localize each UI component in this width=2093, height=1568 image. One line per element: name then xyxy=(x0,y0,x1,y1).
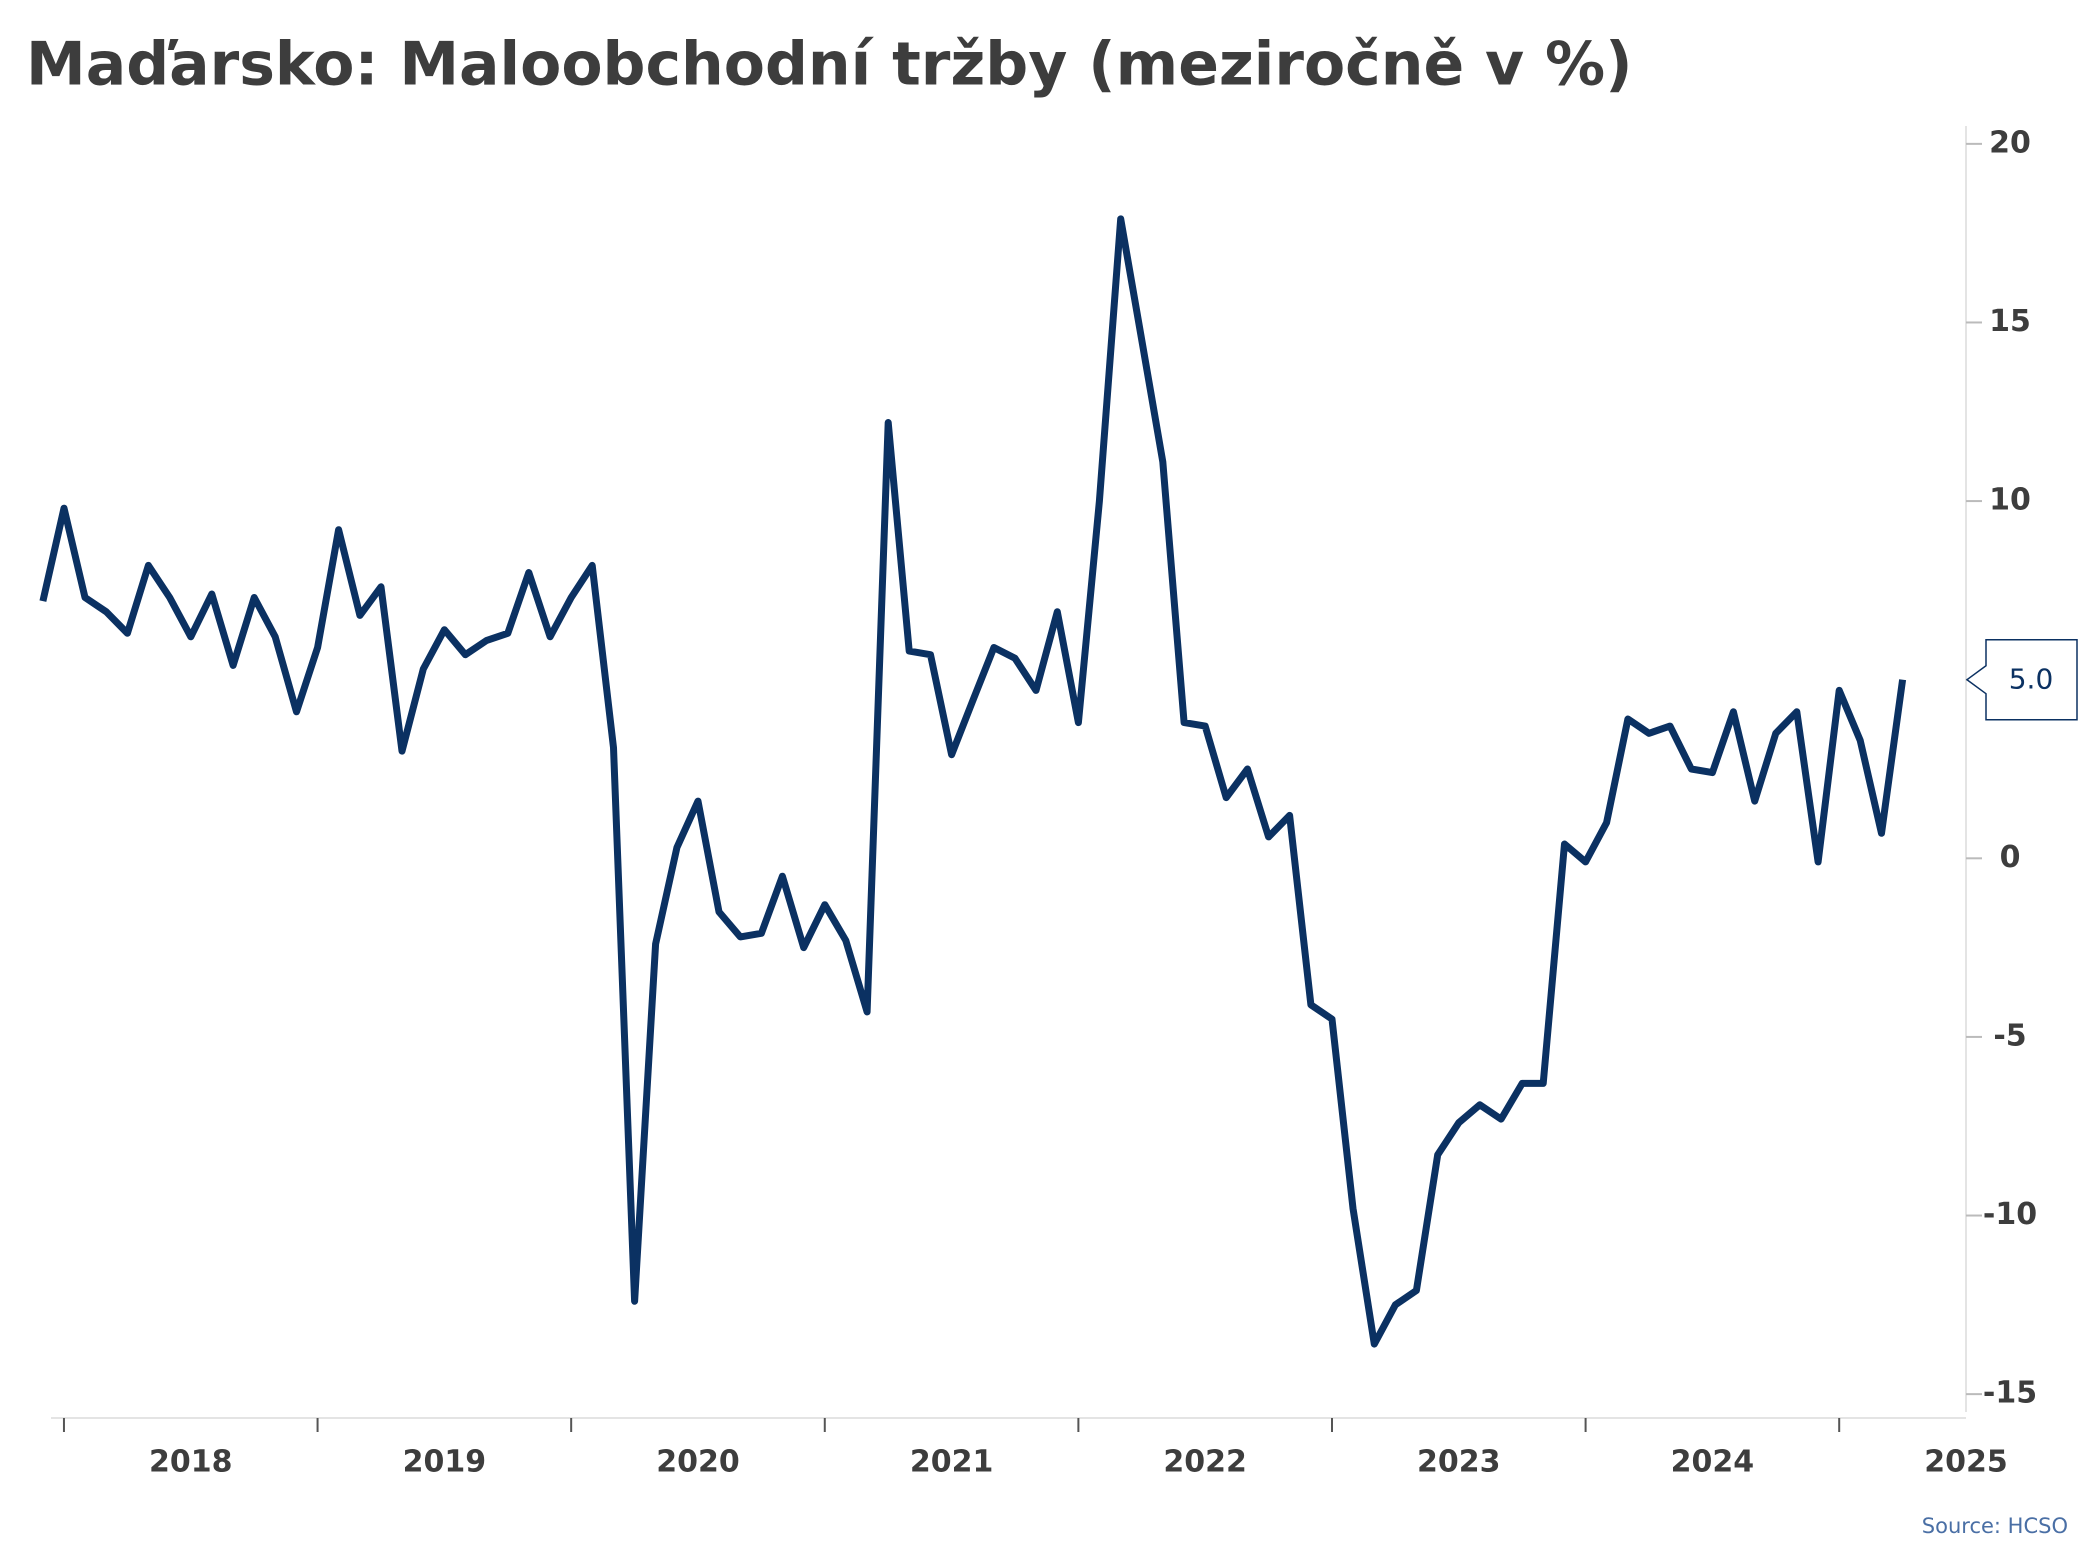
y-tick-label: -15 xyxy=(1983,1376,2037,1411)
x-tick-label: 2024 xyxy=(1671,1445,1755,1480)
value-label: 5.0 xyxy=(2009,663,2054,696)
x-tick-label: 2023 xyxy=(1417,1445,1501,1480)
y-tick-label: 10 xyxy=(1989,483,2031,518)
line xyxy=(39,215,1907,1348)
value-label-box xyxy=(1965,638,2078,721)
x-tick-label: 2025 xyxy=(1924,1445,2008,1480)
x-tick-label: 2018 xyxy=(149,1445,233,1480)
y-tick-label: 20 xyxy=(1989,125,2031,160)
x-tick-label: 2019 xyxy=(403,1445,487,1480)
y-tick-label: -5 xyxy=(1993,1018,2026,1053)
y-tick-label: 0 xyxy=(2000,840,2021,875)
source: Source: HCSO xyxy=(1922,1514,2068,1538)
chart-title: Maďarsko: Maloobchodní tržby (meziročně … xyxy=(26,30,1633,100)
x-tick-label: 2021 xyxy=(910,1445,994,1480)
y-tick-label: 15 xyxy=(1989,304,2031,339)
y-tick-label: -10 xyxy=(1983,1197,2037,1232)
x-tick-label: 2020 xyxy=(656,1445,740,1480)
x-tick-label: 2022 xyxy=(1163,1445,1247,1480)
